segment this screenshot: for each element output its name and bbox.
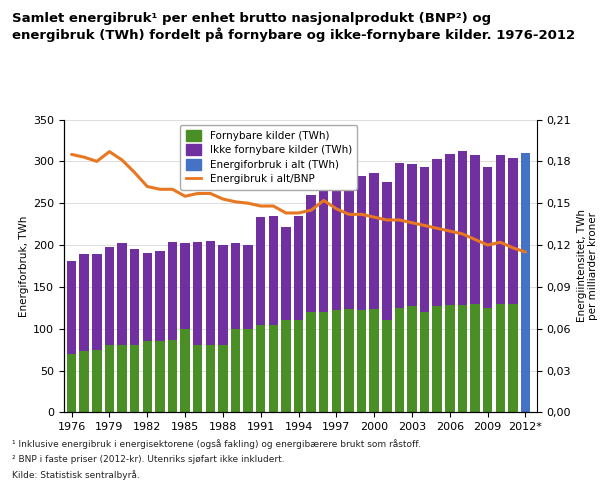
Bar: [294, 216, 303, 320]
Bar: [508, 158, 517, 304]
Bar: [268, 216, 278, 325]
Bar: [407, 164, 417, 306]
Bar: [168, 340, 177, 412]
Bar: [67, 261, 76, 354]
Bar: [92, 254, 101, 349]
Y-axis label: Energiintensitet, TWh
per milliarder kroner: Energiintensitet, TWh per milliarder kro…: [576, 209, 598, 323]
Bar: [130, 249, 139, 346]
Bar: [231, 329, 240, 412]
Bar: [306, 195, 316, 312]
Bar: [168, 242, 177, 340]
Bar: [256, 325, 265, 412]
Bar: [319, 312, 328, 412]
Bar: [92, 349, 101, 412]
Bar: [332, 310, 341, 412]
Bar: [395, 308, 404, 412]
Bar: [357, 177, 366, 310]
Bar: [79, 351, 89, 412]
Bar: [432, 159, 442, 306]
Bar: [181, 243, 190, 329]
Bar: [256, 218, 265, 325]
Bar: [281, 320, 290, 412]
Bar: [344, 308, 354, 412]
Bar: [155, 251, 165, 341]
Bar: [483, 308, 492, 412]
Bar: [231, 243, 240, 329]
Bar: [243, 329, 253, 412]
Bar: [420, 312, 429, 412]
Bar: [243, 245, 253, 329]
Text: ¹ Inklusive energibruk i energisektorene (også fakling) og energibærere brukt so: ¹ Inklusive energibruk i energisektorene…: [12, 439, 421, 449]
Bar: [370, 309, 379, 412]
Bar: [332, 177, 341, 310]
Bar: [370, 173, 379, 309]
Bar: [344, 177, 354, 308]
Bar: [206, 241, 215, 346]
Bar: [193, 345, 203, 412]
Bar: [206, 346, 215, 412]
Bar: [470, 155, 479, 304]
Text: Kilde: Statistisk sentralbyrå.: Kilde: Statistisk sentralbyrå.: [12, 470, 140, 480]
Bar: [495, 155, 505, 304]
Y-axis label: Energiforbruk, TWh: Energiforbruk, TWh: [19, 215, 29, 317]
Text: ² BNP i faste priser (2012-kr). Utenriks sjøfart ikke inkludert.: ² BNP i faste priser (2012-kr). Utenriks…: [12, 455, 285, 464]
Bar: [117, 244, 127, 346]
Bar: [306, 312, 316, 412]
Bar: [281, 226, 290, 320]
Bar: [495, 304, 505, 412]
Bar: [521, 153, 530, 412]
Bar: [420, 167, 429, 312]
Bar: [445, 305, 454, 412]
Legend: Fornybare kilder (TWh), Ikke fornybare kilder (TWh), Energiforbruk i alt (TWh), : Fornybare kilder (TWh), Ikke fornybare k…: [181, 125, 357, 189]
Bar: [143, 253, 152, 341]
Bar: [181, 329, 190, 412]
Bar: [445, 154, 454, 305]
Bar: [294, 320, 303, 412]
Bar: [483, 167, 492, 308]
Text: Samlet energibruk¹ per enhet brutto nasjonalprodukt (BNP²) og
energibruk (TWh) f: Samlet energibruk¹ per enhet brutto nasj…: [12, 12, 575, 42]
Bar: [143, 341, 152, 412]
Bar: [395, 163, 404, 308]
Bar: [218, 346, 228, 412]
Bar: [130, 346, 139, 412]
Bar: [382, 320, 392, 412]
Bar: [193, 242, 203, 345]
Bar: [458, 305, 467, 412]
Bar: [105, 247, 114, 346]
Bar: [407, 306, 417, 412]
Bar: [155, 341, 165, 412]
Bar: [458, 150, 467, 305]
Bar: [319, 188, 328, 312]
Bar: [218, 245, 228, 346]
Bar: [508, 304, 517, 412]
Bar: [357, 310, 366, 412]
Bar: [67, 354, 76, 412]
Bar: [105, 346, 114, 412]
Bar: [79, 254, 89, 351]
Bar: [268, 325, 278, 412]
Bar: [117, 346, 127, 412]
Bar: [382, 183, 392, 320]
Bar: [470, 304, 479, 412]
Bar: [432, 306, 442, 412]
